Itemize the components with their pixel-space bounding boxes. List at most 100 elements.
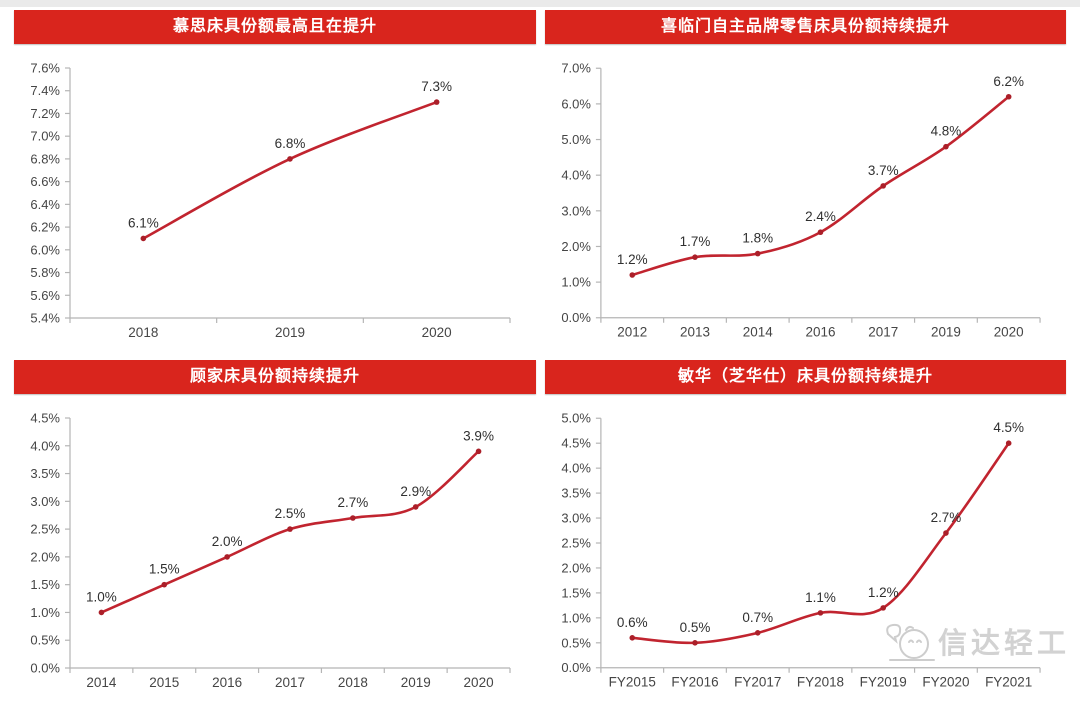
svg-text:1.0%: 1.0% [561,275,591,290]
svg-text:2.0%: 2.0% [561,560,591,575]
svg-text:6.6%: 6.6% [30,174,60,189]
svg-text:FY2015: FY2015 [609,675,656,690]
svg-text:5.0%: 5.0% [561,132,591,147]
svg-text:6.4%: 6.4% [30,197,60,212]
svg-text:FY2017: FY2017 [734,675,781,690]
svg-text:0.7%: 0.7% [742,610,773,625]
svg-text:2.5%: 2.5% [275,506,306,521]
chart-title-sleemon: 喜临门自主品牌零售床具份额持续提升 [545,10,1066,44]
svg-text:7.6%: 7.6% [30,61,60,76]
svg-text:5.6%: 5.6% [30,288,60,303]
chart-panel-derucci: 慕思床具份额最高且在提升 5.4% 5.6% 5.8% 6.0% 6.2% 6.4% 6.6… [14,10,536,346]
svg-text:0.6%: 0.6% [617,615,648,630]
svg-text:5.8%: 5.8% [30,265,60,280]
x-tick-labels: 2018 2019 2020 [128,325,451,340]
svg-text:4.0%: 4.0% [30,438,60,453]
svg-text:4.5%: 4.5% [30,411,60,426]
sleemon-line-chart: 0.0% 1.0% 2.0% 3.0% 4.0% 5.0% 6.0% 7.0% 2012 2013… [561,61,1041,340]
y-tick-labels: 0.0% 1.0% 2.0% 3.0% 4.0% 5.0% 6.0% 7.0% [561,61,591,326]
data-labels: 0.6% 0.5% 0.7% 1.1% 1.2% 2.7% 4.5% [617,420,1024,635]
svg-text:3.5%: 3.5% [30,466,60,481]
svg-text:4.0%: 4.0% [561,168,591,183]
svg-text:0.0%: 0.0% [30,661,60,676]
svg-text:2012: 2012 [617,325,647,340]
svg-text:2013: 2013 [680,325,710,340]
svg-text:0.0%: 0.0% [561,660,591,675]
chart-title-derucci: 慕思床具份额最高且在提升 [14,10,536,44]
derucci-line-chart: 5.4% 5.6% 5.8% 6.0% 6.2% 6.4% 6.6% 6.8% 7.0% 7.2%… [30,61,511,340]
svg-text:1.7%: 1.7% [680,234,711,249]
svg-text:2018: 2018 [338,675,368,690]
svg-text:1.5%: 1.5% [30,577,60,592]
svg-text:FY2019: FY2019 [860,675,907,690]
svg-text:1.0%: 1.0% [561,610,591,625]
svg-text:1.1%: 1.1% [805,590,836,605]
svg-text:2.5%: 2.5% [561,535,591,550]
svg-text:6.2%: 6.2% [30,220,60,235]
svg-text:7.2%: 7.2% [30,106,60,121]
page-top-edge [0,0,1080,7]
svg-text:6.8%: 6.8% [30,151,60,166]
manwah-line-chart: 0.0% 0.5% 1.0% 1.5% 2.0% 2.5% 3.0% 3.5% 4.0% 4.5%… [561,411,1041,690]
chart-panel-kuka: 顾家床具份额持续提升 0.0% 0.5% 1.0% 1.5% 2.0% 2.5% 3.0% 3… [14,360,536,696]
y-tick-labels: 0.0% 0.5% 1.0% 1.5% 2.0% 2.5% 3.0% 3.5% 4.0% 4.5%… [561,411,591,676]
svg-text:5.0%: 5.0% [561,411,591,426]
svg-text:1.2%: 1.2% [868,585,899,600]
svg-text:1.2%: 1.2% [617,252,648,267]
svg-text:2016: 2016 [212,675,242,690]
svg-text:2020: 2020 [422,325,452,340]
svg-text:7.0%: 7.0% [30,129,60,144]
svg-text:6.1%: 6.1% [128,215,159,230]
svg-text:2.7%: 2.7% [931,510,962,525]
svg-text:4.8%: 4.8% [931,124,962,139]
data-point-markers [140,99,440,242]
svg-text:4.0%: 4.0% [561,461,591,476]
data-point-markers [629,93,1012,278]
y-tick-labels: 5.4% 5.6% 5.8% 6.0% 6.2% 6.4% 6.6% 6.8% 7.0% 7.2%… [30,61,60,326]
svg-text:0.0%: 0.0% [561,310,591,325]
svg-text:0.5%: 0.5% [680,620,711,635]
svg-text:2.0%: 2.0% [212,534,243,549]
svg-text:5.4%: 5.4% [30,311,60,326]
axes [65,67,511,323]
svg-text:2.7%: 2.7% [337,495,368,510]
svg-text:FY2020: FY2020 [922,675,969,690]
svg-text:2019: 2019 [401,675,431,690]
chart-panel-sleemon: 喜临门自主品牌零售床具份额持续提升 0.0% 1.0% 2.0% 3.0% 4.0% 5.… [545,10,1066,346]
axes [65,417,511,673]
svg-text:2017: 2017 [275,675,305,690]
svg-text:6.2%: 6.2% [993,74,1024,89]
svg-text:1.8%: 1.8% [742,231,773,246]
svg-text:2.4%: 2.4% [805,209,836,224]
svg-text:4.5%: 4.5% [561,436,591,451]
svg-text:FY2021: FY2021 [985,675,1032,690]
x-tick-labels: FY2015 FY2016 FY2017 FY2018 FY2019 FY2020 FY20… [609,675,1033,690]
svg-text:3.0%: 3.0% [561,203,591,218]
data-labels: 6.1% 6.8% 7.3% [128,79,452,230]
data-point-markers [98,448,482,616]
svg-text:0.5%: 0.5% [30,633,60,648]
svg-text:3.0%: 3.0% [561,511,591,526]
x-tick-labels: 2014 2015 2016 2017 2018 2019 2020 [86,675,493,690]
svg-text:2015: 2015 [149,675,179,690]
svg-text:2.9%: 2.9% [400,484,431,499]
svg-text:2016: 2016 [805,325,835,340]
svg-text:1.5%: 1.5% [561,585,591,600]
svg-text:7.0%: 7.0% [561,61,591,76]
data-labels: 1.0% 1.5% 2.0% 2.5% 2.7% 2.9% 3.9% [86,428,494,604]
svg-text:4.5%: 4.5% [993,420,1024,435]
svg-text:6.8%: 6.8% [275,136,306,151]
svg-text:2018: 2018 [128,325,158,340]
x-tick-labels: 2012 2013 2014 2016 2017 2019 2020 [617,325,1023,340]
svg-text:7.4%: 7.4% [30,83,60,98]
svg-text:1.0%: 1.0% [86,589,117,604]
svg-text:6.0%: 6.0% [561,96,591,111]
svg-text:2014: 2014 [743,325,773,340]
svg-text:1.0%: 1.0% [30,605,60,620]
svg-text:3.0%: 3.0% [30,494,60,509]
y-tick-labels: 0.0% 0.5% 1.0% 1.5% 2.0% 2.5% 3.0% 3.5% 4.0% 4.5% [30,411,60,676]
data-point-markers [629,440,1012,646]
axes [595,67,1041,323]
svg-text:3.7%: 3.7% [868,163,899,178]
svg-text:2014: 2014 [86,675,117,690]
